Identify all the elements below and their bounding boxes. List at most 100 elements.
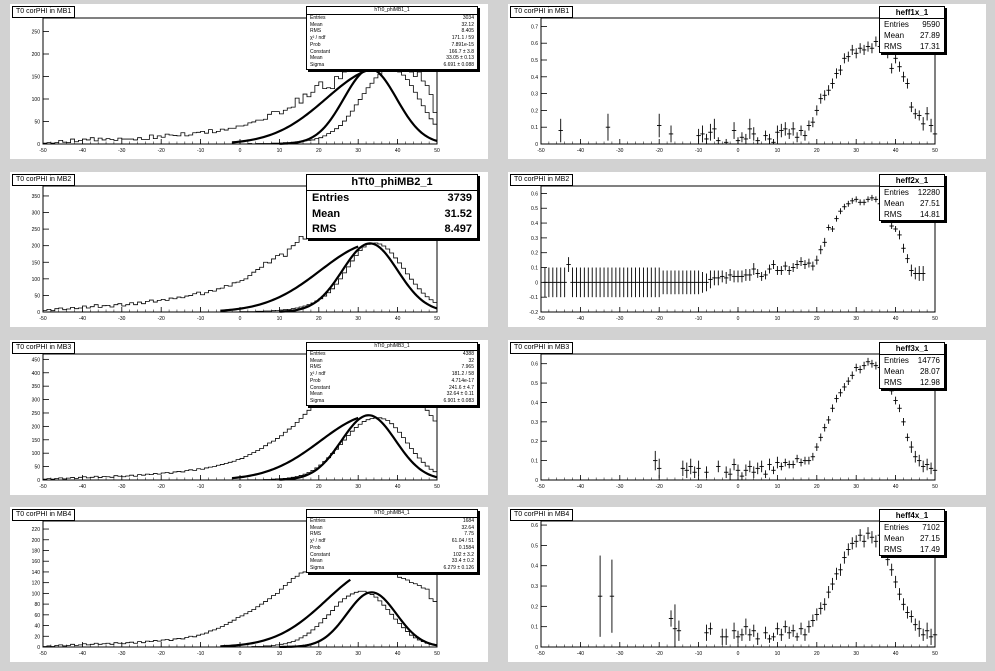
pad-title: T0 corPHI in MB3 xyxy=(12,342,76,354)
stats-value: 32 xyxy=(468,357,474,364)
stats-value: 32.64 xyxy=(461,524,474,531)
stats-label: Entries xyxy=(884,523,909,532)
stats-row: Mean 28.07 xyxy=(880,366,944,377)
gaussian-fit-curve-wide xyxy=(220,245,359,312)
stats-row: Mean 27.89 xyxy=(880,30,944,41)
pad-mb4-eff: T0 corPHI in MB4 -50 -40 -30 -20 -10 0 10 20 30 4… xyxy=(508,507,986,662)
y-tick-label: 0 xyxy=(37,310,40,316)
y-tick-label: 0 xyxy=(535,142,538,148)
x-tick-label: 10 xyxy=(775,484,781,490)
x-tick-label: 50 xyxy=(932,484,938,490)
x-tick-label: 30 xyxy=(355,148,361,154)
stats-value: 33.4 ± 0.2 xyxy=(451,558,474,565)
x-tick-label: 30 xyxy=(853,484,859,490)
y-tick-label: 0.5 xyxy=(531,58,538,64)
stats-value: 8.405 xyxy=(461,28,474,35)
y-tick-label: 0.2 xyxy=(531,439,538,445)
pad-title: T0 corPHI in MB1 xyxy=(510,6,574,18)
stats-row: Prob 0.1584 xyxy=(307,545,477,552)
stats-label: Prob xyxy=(310,544,321,551)
stats-label: χ² / ndf xyxy=(310,538,326,545)
x-tick-label: -40 xyxy=(79,316,86,322)
stats-value: 8.497 xyxy=(444,223,472,235)
x-tick-label: 50 xyxy=(932,148,938,154)
y-tick-label: 0.4 xyxy=(531,400,538,406)
stats-row: Entries 1684 xyxy=(307,518,477,525)
stats-label: Sigma xyxy=(310,61,325,68)
stats-value: 17.49 xyxy=(919,545,940,554)
y-tick-label: 0.6 xyxy=(531,191,538,197)
x-tick-label: 0 xyxy=(737,148,740,154)
y-tick-label: -0.2 xyxy=(529,310,538,316)
y-tick-label: 150 xyxy=(32,75,41,81)
y-tick-label: 220 xyxy=(32,527,41,533)
stats-box: heff4x_1 Entries 7102 Mean 27.15 RMS 17.49 xyxy=(879,509,945,556)
x-tick-label: -20 xyxy=(656,316,663,322)
y-tick-label: 200 xyxy=(32,538,41,544)
stats-row: Mean 33.05 ± 0.13 xyxy=(307,55,477,62)
stats-value: 4.714e-17 xyxy=(451,377,474,384)
x-tick-label: 50 xyxy=(434,484,440,490)
x-tick-label: -20 xyxy=(656,484,663,490)
stats-value: 7.891e-15 xyxy=(451,41,474,48)
x-tick-label: -50 xyxy=(39,651,46,657)
gaussian-fit-curve-wide xyxy=(232,416,359,480)
stats-box: hTt0_phiMB1_1 Entries 3034 Mean 32.12 RMS 8.40… xyxy=(306,6,478,70)
pad-title: T0 corPHI in MB2 xyxy=(12,174,76,186)
x-tick-label: 30 xyxy=(853,148,859,154)
stats-value: 17.31 xyxy=(919,42,940,51)
x-tick-label: -30 xyxy=(118,651,125,657)
x-tick-label: 0 xyxy=(239,484,242,490)
y-tick-label: 250 xyxy=(32,30,41,36)
stats-value: 14776 xyxy=(917,356,940,365)
x-tick-label: -20 xyxy=(656,148,663,154)
x-tick-label: 10 xyxy=(277,651,283,657)
stats-row: χ² / ndf 181.2 / 58 xyxy=(307,371,477,378)
pad-mb2-eff: T0 corPHI in MB2 -50 -40 -30 -20 -10 0 10 20 30 4… xyxy=(508,172,986,327)
y-tick-label: 0.5 xyxy=(531,543,538,549)
stats-label: Mean xyxy=(310,357,323,364)
y-tick-label: 0 xyxy=(535,478,538,484)
x-tick-label: 20 xyxy=(814,148,820,154)
y-tick-label: 150 xyxy=(32,438,41,444)
x-tick-label: 20 xyxy=(814,316,820,322)
y-tick-label: 100 xyxy=(32,591,41,597)
x-tick-label: 30 xyxy=(355,316,361,322)
x-tick-label: -50 xyxy=(537,148,544,154)
plot-frame xyxy=(540,353,936,481)
stats-value: 6.901 ± 0.083 xyxy=(443,397,474,404)
stats-value: 7.75 xyxy=(464,531,474,538)
stats-row: Entries 14776 xyxy=(880,355,944,366)
y-tick-label: 0 xyxy=(37,478,40,484)
y-tick-label: 0 xyxy=(535,280,538,286)
y-tick-label: 0 xyxy=(37,142,40,148)
stats-value: 171.1 / 59 xyxy=(451,35,474,42)
y-tick-label: 50 xyxy=(34,465,40,471)
x-tick-label: 10 xyxy=(775,651,781,657)
y-tick-label: 0.4 xyxy=(531,564,538,570)
x-tick-label: -50 xyxy=(537,651,544,657)
pad-mb3-hist: T0 corPHI in MB3 -50 -40 -30 -20 -10 0 10 20 30 4… xyxy=(10,340,488,495)
stats-row: Constant 166.7 ± 3.8 xyxy=(307,49,477,56)
stats-label: χ² / ndf xyxy=(310,35,326,42)
stats-row: Entries 7102 xyxy=(880,522,944,533)
y-tick-label: 200 xyxy=(32,52,41,58)
stats-value: 6.691 ± 0.088 xyxy=(443,61,474,68)
stats-label: Prob xyxy=(310,41,321,48)
y-tick-label: 0.1 xyxy=(531,125,538,131)
stats-label: Sigma xyxy=(310,564,325,571)
stats-title: hTt0_phiMB3_1 xyxy=(307,343,477,351)
stats-value: 3739 xyxy=(447,192,472,204)
stats-row: Mean 32.64 ± 0.11 xyxy=(307,391,477,398)
x-tick-label: -50 xyxy=(537,316,544,322)
stats-label: Mean xyxy=(884,199,905,208)
x-tick-label: -10 xyxy=(695,651,702,657)
y-tick-label: 0 xyxy=(535,645,538,651)
stats-value: 102 ± 3.2 xyxy=(453,551,474,558)
histogram-outline-2 xyxy=(43,417,438,481)
stats-box: hTt0_phiMB3_1 Entries 4388 Mean 32 RMS 7.965 χ²… xyxy=(306,342,478,406)
stats-box: heff2x_1 Entries 12280 Mean 27.51 RMS 14.81 xyxy=(879,174,945,221)
stats-label: Mean xyxy=(884,31,905,40)
pad-mb4-hist: T0 corPHI in MB4 -50 -40 -30 -20 -10 0 10 20 30 4… xyxy=(10,507,488,662)
stats-label: RMS xyxy=(884,545,902,554)
